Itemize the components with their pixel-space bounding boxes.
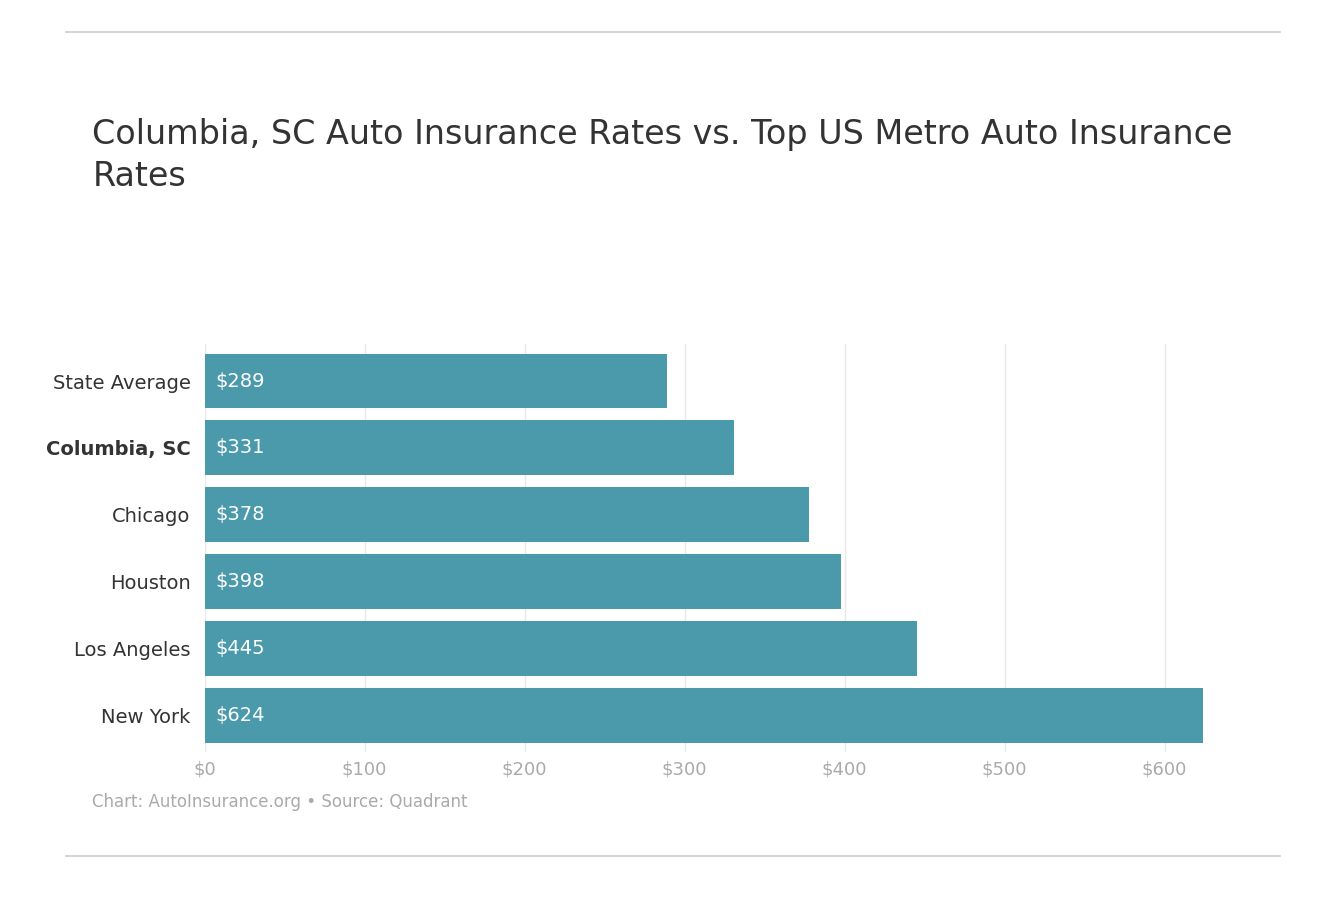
Text: $445: $445 <box>215 639 265 658</box>
Text: $289: $289 <box>215 371 265 390</box>
Bar <box>205 420 734 476</box>
Text: $331: $331 <box>215 439 265 458</box>
Text: Chart: AutoInsurance.org • Source: Quadrant: Chart: AutoInsurance.org • Source: Quadr… <box>92 793 467 811</box>
Bar <box>205 621 916 676</box>
Text: $398: $398 <box>215 572 265 591</box>
Bar <box>205 487 809 542</box>
Bar <box>205 353 667 409</box>
Text: $378: $378 <box>215 506 265 525</box>
Text: Columbia, SC Auto Insurance Rates vs. Top US Metro Auto Insurance
Rates: Columbia, SC Auto Insurance Rates vs. To… <box>92 118 1233 193</box>
Text: $624: $624 <box>215 706 265 725</box>
Bar <box>205 688 1203 743</box>
Bar <box>205 554 841 609</box>
